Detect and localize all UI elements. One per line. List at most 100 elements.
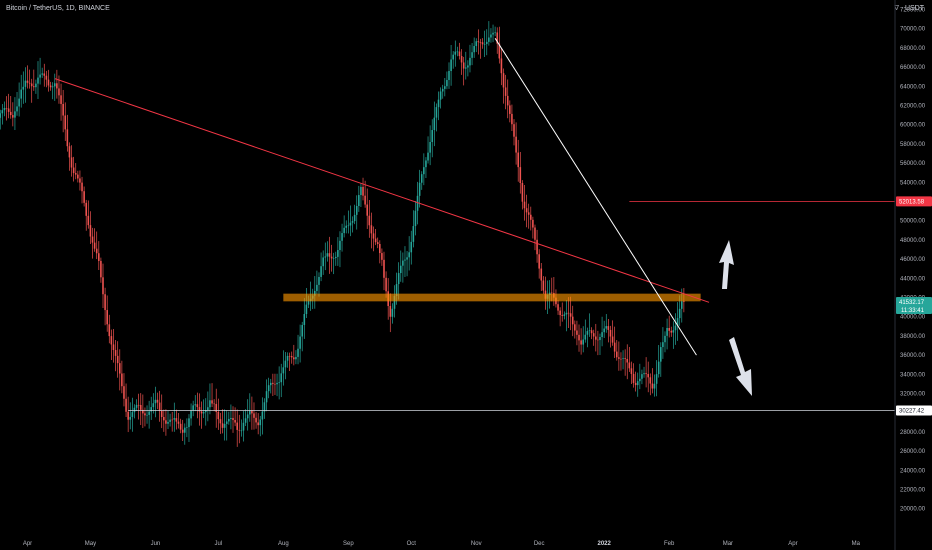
currency-caret-icon[interactable]: ∇	[894, 5, 899, 12]
candle-body	[112, 344, 115, 351]
candle-body	[223, 423, 226, 428]
candle-body	[293, 357, 295, 360]
price-tick-label: 64000.00	[900, 84, 926, 90]
candle-body	[490, 34, 492, 38]
candle-body	[131, 412, 134, 417]
price-axis[interactable]: 72000.00 70000.00 68000.00 66000.00 64000.00…	[894, 0, 926, 550]
candle-body	[450, 59, 452, 72]
candle-body	[87, 215, 90, 226]
candle-body	[603, 328, 605, 333]
candle-body	[605, 326, 608, 329]
candle-body	[647, 373, 650, 378]
candle-body	[550, 292, 553, 294]
candle-body	[255, 417, 257, 423]
candle-body	[286, 355, 289, 361]
candle-body	[295, 356, 297, 360]
candle-body	[194, 404, 197, 406]
candle-body	[680, 301, 683, 309]
candle-body	[85, 202, 88, 216]
candle-body	[506, 95, 509, 106]
candle-body	[142, 409, 144, 414]
candle-body	[448, 71, 450, 81]
candle-body	[188, 418, 190, 428]
candle-body	[26, 80, 29, 83]
candle-body	[230, 418, 232, 419]
candle-body	[429, 141, 431, 153]
candle-body	[444, 86, 446, 89]
candle-body	[391, 308, 394, 317]
time-tick-label: Nov	[471, 541, 482, 547]
candle-body	[337, 249, 339, 257]
time-tick-label: Jul	[214, 541, 222, 547]
candle-body	[529, 214, 532, 220]
currency-label[interactable]: ∇ USDT	[894, 4, 924, 12]
candle-body	[154, 399, 157, 404]
candle-body	[408, 252, 410, 258]
candle-body	[37, 77, 39, 84]
candle-body	[339, 240, 341, 250]
candle-body	[290, 356, 293, 358]
candle-body	[571, 316, 574, 325]
price-tick-label: 54000.00	[900, 180, 926, 186]
candle-body	[110, 336, 113, 345]
candle-body	[28, 82, 31, 84]
candle-body	[133, 407, 136, 413]
candle-body	[584, 334, 587, 340]
down-arrow-icon	[729, 337, 752, 396]
time-tick-label: Feb	[664, 541, 675, 547]
candle-body	[523, 201, 526, 209]
candle-body	[121, 373, 123, 387]
candle-body	[517, 152, 520, 168]
time-tick-label: Oct	[407, 541, 417, 547]
candle-body	[49, 85, 52, 88]
candle-body	[376, 242, 379, 244]
candle-body	[307, 301, 310, 305]
candle-body	[435, 107, 438, 118]
candle-body	[146, 414, 148, 416]
candle-body	[341, 233, 343, 241]
candle-body	[559, 310, 561, 316]
candle-body	[563, 314, 566, 316]
price-tick-label: 28000.00	[900, 430, 926, 436]
candle-body	[334, 256, 337, 259]
price-tick-label: 62000.00	[900, 104, 926, 110]
resistance-price-tag-bg	[896, 196, 932, 207]
candle-body	[301, 324, 304, 337]
time-axis[interactable]: Apr May Jun Jul Aug Sep Oct Nov Dec 2022 Feb Mar Apr…	[23, 541, 861, 547]
resistance-price-tag: 52013.58	[899, 199, 925, 205]
candle-body	[274, 383, 276, 385]
candle-body	[269, 382, 272, 386]
candle-body	[496, 32, 499, 44]
candle-body	[7, 108, 10, 112]
candle-body	[217, 411, 220, 420]
candle-body	[504, 87, 507, 96]
candle-body	[251, 410, 253, 414]
candle-body	[607, 326, 610, 330]
candle-body	[18, 98, 20, 107]
candle-body	[381, 253, 383, 260]
candle-body	[358, 195, 360, 206]
drawings	[54, 38, 895, 411]
candle-body	[81, 182, 83, 192]
candle-body	[108, 324, 111, 337]
candle-body	[14, 111, 16, 118]
candle-body	[232, 418, 234, 421]
candle-body	[221, 423, 224, 428]
price-tick-label: 60000.00	[900, 123, 926, 129]
candle-body	[288, 355, 291, 357]
time-tick-label: Aug	[278, 541, 289, 547]
price-tick-label: 36000.00	[900, 353, 926, 359]
candle-body	[158, 402, 161, 411]
candle-body	[366, 204, 369, 216]
candle-body	[125, 398, 127, 412]
candle-body	[446, 80, 448, 87]
time-tick-label: Apr	[23, 541, 32, 547]
candle-body	[655, 374, 658, 384]
candle-body	[431, 130, 434, 142]
candle-body	[320, 266, 322, 277]
candle-body	[374, 238, 377, 243]
price-tick-label: 50000.00	[900, 219, 926, 225]
candle-body	[280, 373, 283, 383]
candle-body	[24, 80, 27, 87]
